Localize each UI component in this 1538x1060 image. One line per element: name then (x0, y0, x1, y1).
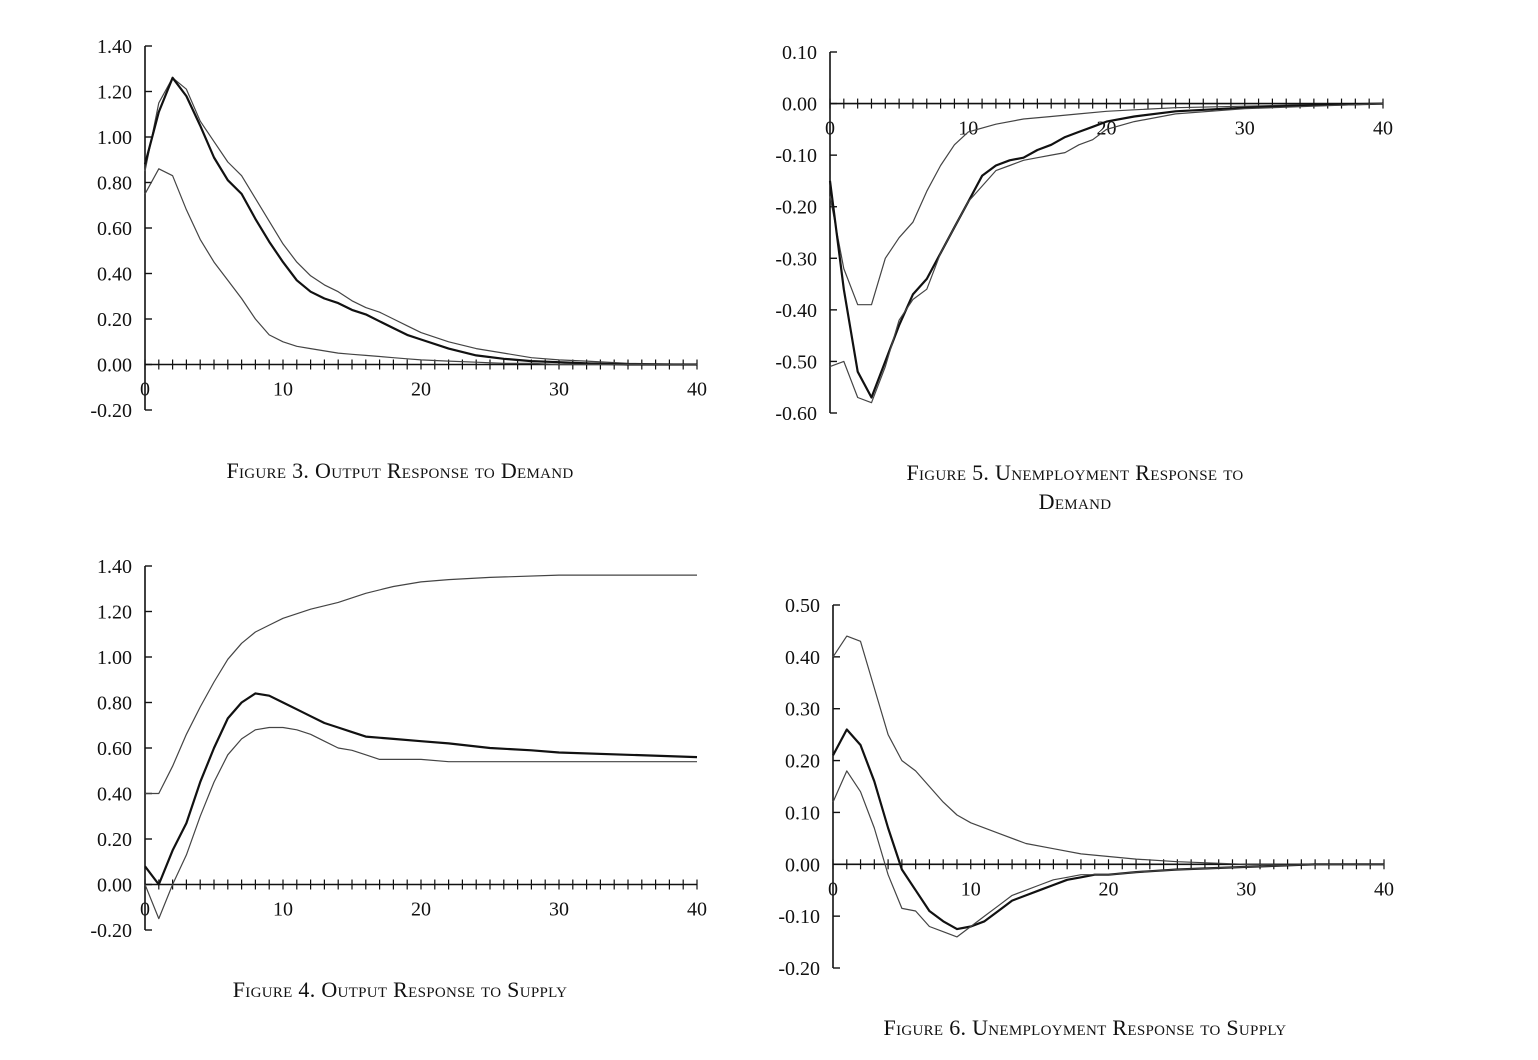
y-tick-label: 1.00 (97, 647, 132, 669)
y-tick-label: -0.20 (90, 920, 132, 942)
y-tick-label: 0.00 (785, 854, 820, 876)
y-tick-label: -0.10 (778, 906, 820, 928)
figure-5-plot: 0.10 0.00 -0.10 -0.20 -0.30 -0.40 -0.50 -0.60 0 1… (775, 42, 1393, 425)
y-tick-label: 1.20 (97, 82, 132, 104)
figure-3-plot: 1.40 1.20 1.00 0.80 0.60 0.40 0.20 0.00 -0.20 0 10… (90, 36, 707, 422)
y-tick-label: 0.60 (97, 738, 132, 760)
series-line-lower (144, 168, 697, 366)
x-tick-label: 40 (687, 379, 707, 401)
y-tick-label: 1.40 (97, 36, 132, 58)
x-tick-label: 40 (1374, 878, 1394, 900)
y-tick-label: 0.00 (782, 94, 817, 116)
x-tick-label: 30 (549, 379, 569, 401)
x-tick-label: 0 (828, 878, 838, 900)
figure-5-caption-line1: Figure 5. Unemployment Response to (906, 460, 1244, 485)
x-tick-label: 0 (140, 379, 150, 401)
series-line-point (828, 102, 1384, 399)
x-tick-label: 20 (411, 379, 431, 401)
x-tick-label: 10 (273, 379, 293, 401)
figure-3-chart: 1.40 1.20 1.00 0.80 0.60 0.40 0.20 0.00 -0.20 0 10… (60, 30, 750, 440)
figure-6-caption-text: Figure 6. Unemployment Response to Suppl… (883, 1015, 1287, 1040)
y-tick-label: 0.10 (782, 42, 817, 64)
y-tick-label: -0.20 (778, 958, 820, 980)
x-tick-label: 20 (411, 899, 431, 921)
y-tick-label: -0.20 (775, 197, 817, 219)
figure-6-chart: 0.50 0.40 0.30 0.20 0.10 0.00 -0.10 -0.20 0 10 20 3… (750, 585, 1430, 995)
x-tick-label: 0 (140, 899, 150, 921)
series-line-point (143, 76, 697, 366)
y-tick-label: 0.10 (785, 802, 820, 824)
x-tick-label: 10 (273, 899, 293, 921)
series-line-lower (144, 726, 697, 920)
y-tick-label: 0.00 (97, 875, 132, 897)
y-tick-label: -0.10 (775, 145, 817, 167)
y-tick-label: -0.60 (775, 403, 817, 425)
figure-3-caption-text: Figure 3. Output Response to Demand (226, 458, 574, 483)
y-tick-label: 0.30 (785, 699, 820, 721)
y-tick-label: 1.40 (97, 556, 132, 578)
figure-6-plot: 0.50 0.40 0.30 0.20 0.10 0.00 -0.10 -0.20 0 10 20 3… (778, 595, 1394, 980)
y-tick-label: -0.40 (775, 300, 817, 322)
x-tick-label: 0 (825, 118, 835, 140)
x-tick-label: 10 (958, 118, 978, 140)
x-tick-label: 30 (549, 899, 569, 921)
x-tick-label: 10 (961, 878, 981, 900)
y-tick-label: -0.50 (775, 351, 817, 373)
figure-5-caption: Figure 5. Unemployment Response to Deman… (820, 458, 1330, 516)
y-tick-label: 1.00 (97, 127, 132, 149)
x-tick-label: 30 (1236, 878, 1256, 900)
figure-4-chart: 1.40 1.20 1.00 0.80 0.60 0.40 0.20 0.00 -0.20 0 10… (60, 550, 750, 960)
series-line-lower (832, 770, 1384, 938)
figure-6-caption: Figure 6. Unemployment Response to Suppl… (790, 1013, 1380, 1042)
figure-4-caption: Figure 4. Output Response to Supply (150, 975, 650, 1004)
series-line-upper (144, 77, 698, 366)
y-tick-label: 0.50 (785, 595, 820, 617)
figure-5-chart: 0.10 0.00 -0.10 -0.20 -0.30 -0.40 -0.50 -0.60 0 1… (750, 30, 1430, 440)
y-tick-label: 0.60 (97, 218, 132, 240)
y-tick-label: 1.20 (97, 602, 132, 624)
y-tick-label: -0.20 (90, 400, 132, 422)
x-tick-label: 20 (1099, 878, 1119, 900)
y-tick-label: 0.80 (97, 693, 132, 715)
y-tick-label: 0.20 (785, 751, 820, 773)
series-line-upper (145, 574, 697, 795)
y-tick-label: 0.40 (97, 784, 132, 806)
figure-4-caption-text: Figure 4. Output Response to Supply (232, 977, 568, 1002)
series-line-upper (829, 103, 1384, 306)
x-tick-label: 40 (1373, 118, 1393, 140)
figure-3-caption: Figure 3. Output Response to Demand (150, 456, 650, 485)
series-line-point (144, 692, 698, 886)
y-tick-label: -0.30 (775, 248, 817, 270)
figure-4-plot: 1.40 1.20 1.00 0.80 0.60 0.40 0.20 0.00 -0.20 0 10… (90, 556, 707, 942)
series-line-upper (832, 635, 1384, 865)
series-line-lower (829, 103, 1384, 404)
y-tick-label: 0.20 (97, 309, 132, 331)
x-tick-label: 40 (687, 899, 707, 921)
y-tick-label: 0.40 (97, 264, 132, 286)
y-tick-label: 0.80 (97, 173, 132, 195)
x-tick-label: 30 (1235, 118, 1255, 140)
y-tick-label: 0.40 (785, 647, 820, 669)
figure-5-caption-line2: Demand (1038, 489, 1112, 514)
y-tick-label: 0.20 (97, 829, 132, 851)
y-tick-label: 0.00 (97, 355, 132, 377)
